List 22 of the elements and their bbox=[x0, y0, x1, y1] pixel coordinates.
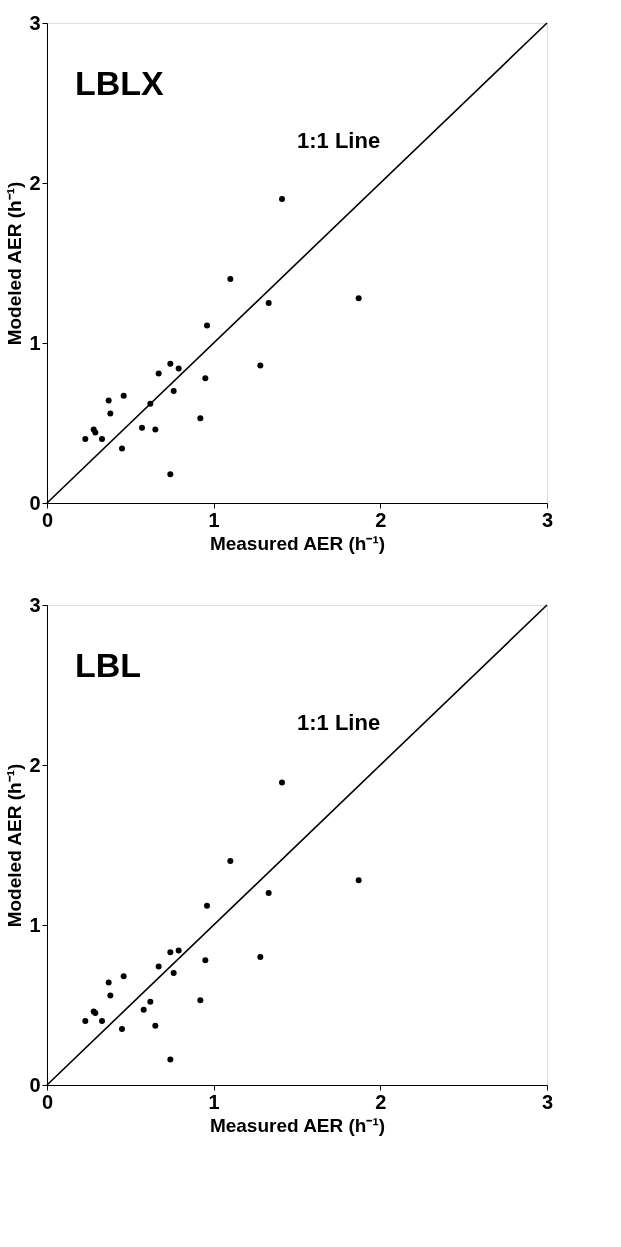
y-tick-label: 2 bbox=[29, 753, 41, 776]
annotation: LBLX bbox=[75, 64, 165, 102]
annotation: 1:1 Line bbox=[297, 710, 381, 735]
y-tick-label: 1 bbox=[29, 913, 41, 936]
y-axis-title: Modeled AER (h⁻¹) bbox=[4, 763, 26, 928]
y-tick-label: 0 bbox=[29, 1073, 41, 1096]
y-axis-title: Modeled AER (h⁻¹) bbox=[4, 181, 26, 346]
x-tick-label: 1 bbox=[208, 1090, 220, 1113]
x-tick-label: 2 bbox=[375, 508, 387, 531]
y-tick-label: 3 bbox=[29, 593, 41, 616]
x-axis-title: Measured AER (h⁻¹) bbox=[209, 532, 386, 554]
x-tick-label: 3 bbox=[541, 1090, 554, 1113]
x-axis-title: Measured AER (h⁻¹) bbox=[209, 1114, 386, 1136]
y-tick-label: 2 bbox=[29, 171, 41, 194]
annotation: LBL bbox=[75, 646, 142, 684]
y-tick-label: 3 bbox=[29, 11, 41, 34]
y-tick-label: 0 bbox=[29, 491, 41, 514]
annotation: 1:1 Line bbox=[297, 128, 381, 153]
x-tick-label: 1 bbox=[208, 508, 220, 531]
x-tick-label: 3 bbox=[541, 508, 554, 531]
y-tick-label: 1 bbox=[29, 331, 41, 354]
x-tick-label: 2 bbox=[375, 1090, 387, 1113]
